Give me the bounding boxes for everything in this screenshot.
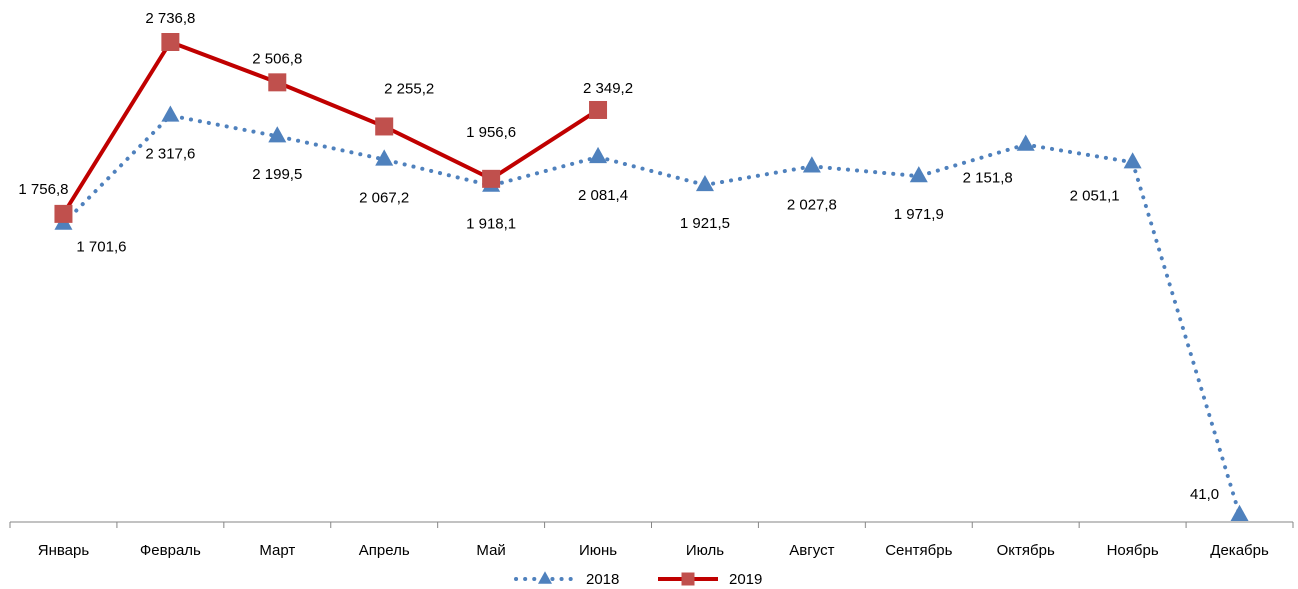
- x-tick-label: Сентябрь: [885, 542, 952, 559]
- data-label-2018: 2 051,1: [1070, 187, 1120, 204]
- data-label-2019: 2 255,2: [384, 80, 434, 97]
- series-2018-point: [695, 174, 714, 192]
- series-2018-point: [161, 105, 180, 122]
- x-tick-label: Август: [789, 542, 834, 559]
- data-label-2019: 2 349,2: [583, 80, 633, 97]
- series-2018-point: [909, 166, 928, 183]
- series-2019-point: [54, 204, 73, 223]
- x-tick-label: Июнь: [579, 542, 617, 559]
- data-label-2018: 1 701,6: [76, 239, 126, 256]
- series-lines: [61, 40, 1242, 517]
- series-2018-point: [589, 146, 608, 164]
- data-label-2018: 2 067,2: [359, 189, 409, 206]
- series-2018-point: [802, 156, 821, 173]
- series-2019-point: [589, 100, 608, 119]
- legend-2018-label: 2018: [586, 571, 619, 588]
- series-2019-point: [375, 117, 394, 136]
- data-labels: 1 701,6 2 317,6 2 199,5 2 067,2 1 918,1 2 081…: [18, 10, 1219, 503]
- series-2018-point: [1123, 152, 1142, 169]
- x-axis: Январь Февраль Март Апрель Май Июнь Июль Август…: [9, 521, 1294, 559]
- series-2018-point: [1016, 134, 1035, 151]
- series-2018-point: [375, 149, 394, 166]
- data-label-2018: 2 027,8: [787, 196, 837, 213]
- x-tick-label: Май: [476, 542, 505, 559]
- x-tick-label: Октябрь: [997, 542, 1055, 559]
- data-label-2018: 1 971,9: [894, 206, 944, 223]
- legend-2019-marker: [681, 572, 695, 586]
- data-label-2019: 2 506,8: [252, 50, 302, 67]
- series-2018-line: [61, 113, 1242, 517]
- data-label-2019: 2 736,8: [145, 10, 195, 27]
- data-label-2019: 1 956,6: [466, 124, 516, 141]
- data-label-2018: 1 918,1: [466, 216, 516, 233]
- legend-2018-marker: [538, 571, 552, 584]
- legend: 2018 2019: [514, 571, 762, 588]
- series-markers: [54, 33, 1249, 521]
- x-tick-label: Июль: [686, 542, 724, 559]
- series-2019-point: [268, 73, 287, 92]
- x-tick-label: Ноябрь: [1107, 542, 1159, 559]
- x-tick-label: Апрель: [359, 542, 410, 559]
- series-2019-point: [482, 169, 501, 188]
- x-tick-label: Февраль: [140, 542, 201, 559]
- series-2018-point: [1230, 504, 1249, 521]
- data-label-2018: 2 151,8: [963, 170, 1013, 187]
- x-tick-label: Март: [259, 542, 295, 559]
- legend-2019-label: 2019: [729, 571, 762, 588]
- data-label-2018: 2 081,4: [578, 187, 628, 204]
- data-label-2018: 41,0: [1190, 486, 1219, 503]
- series-2018-point: [268, 126, 287, 143]
- data-label-2018: 2 199,5: [252, 166, 302, 183]
- x-tick-label: Декабрь: [1210, 542, 1269, 559]
- data-label-2018: 2 317,6: [145, 146, 195, 163]
- data-label-2019: 1 756,8: [18, 181, 68, 198]
- series-2019-line: [61, 40, 600, 215]
- series-2019-point: [161, 33, 180, 51]
- data-label-2018: 1 921,5: [680, 215, 730, 232]
- x-tick-label: Январь: [38, 542, 90, 559]
